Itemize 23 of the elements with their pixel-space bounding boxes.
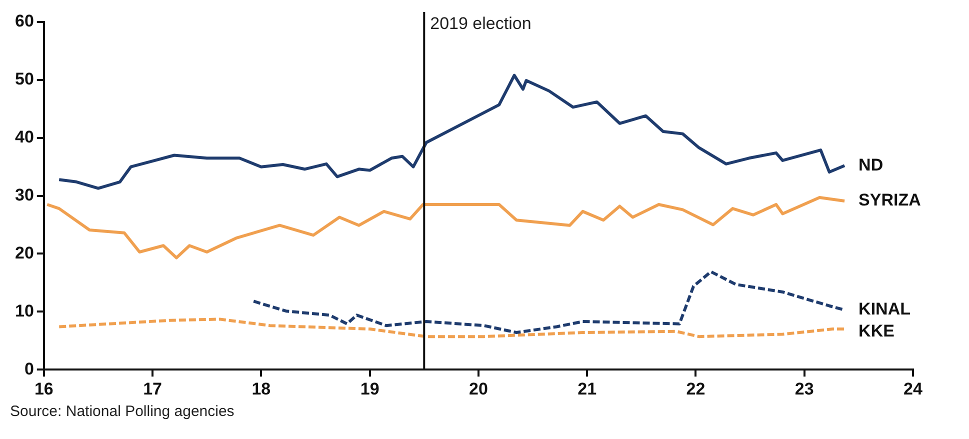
y-tick-label: 30 [14,185,34,204]
x-tick-label: 22 [686,379,706,398]
line-series [58,318,846,338]
y-tick-label: 20 [14,243,34,262]
series-label: ND [858,155,884,174]
x-tick-label: 18 [252,379,271,398]
x-tick-label: 16 [34,379,54,398]
x-tick-label: 17 [143,379,162,398]
y-tick-label: 10 [14,301,34,320]
x-tick-label: 24 [904,379,923,398]
x-tick-label: 21 [578,379,597,398]
series-label: KKE [858,322,894,341]
y-tick-label: 60 [14,12,34,31]
y-tick-label: 40 [14,128,34,147]
x-tick-label: 23 [794,379,814,398]
source-note: Source: National Polling agencies [9,403,236,420]
ref-line-label: 2019 election [430,14,532,34]
series-label: KINAL [858,300,911,319]
y-tick-label: 0 [24,359,34,378]
x-tick-label: 20 [468,379,488,398]
x-tick-label: 19 [360,379,380,398]
y-tick-label: 50 [14,70,34,89]
series-label: SYRIZA [858,190,921,210]
